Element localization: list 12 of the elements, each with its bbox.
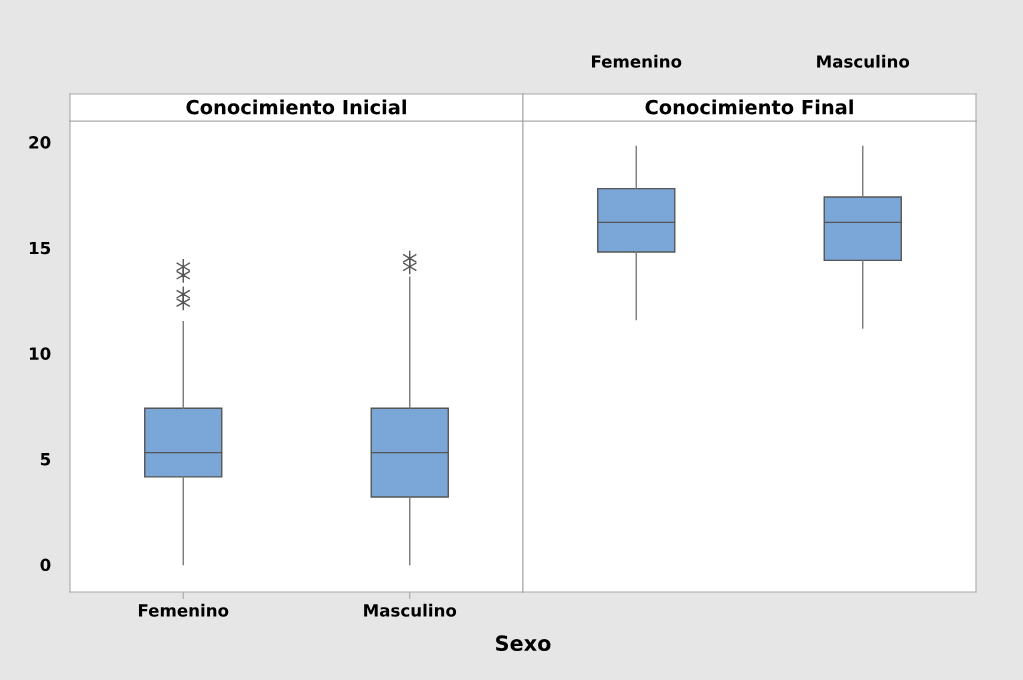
x-tick-label: Masculino: [364, 603, 457, 617]
y-tick-label: 10: [29, 347, 51, 360]
x-tick-label: Masculino: [817, 54, 910, 68]
y-tick-label: 0: [40, 558, 51, 572]
y-tick-label: 5: [40, 453, 51, 466]
chart-title: Conocimiento Final: [645, 99, 853, 115]
x-tick-label: Femenino: [138, 603, 229, 617]
x-axis-title: Sexo: [496, 635, 551, 652]
chart-title: Conocimiento Inicial: [186, 99, 406, 115]
x-tick-label: Femenino: [591, 54, 682, 68]
y-tick-label: 15: [29, 241, 51, 255]
y-tick-label: 20: [29, 136, 51, 149]
